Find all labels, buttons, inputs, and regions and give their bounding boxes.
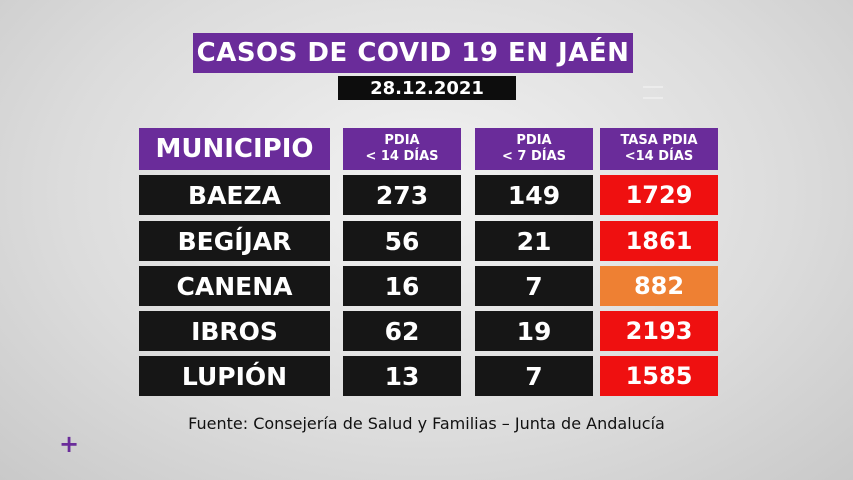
table-row-municipio: IBROS	[139, 311, 330, 351]
header-tasa-line1: TASA PDIA	[620, 133, 698, 148]
page-title: CASOS DE COVID 19 EN JAÉN	[193, 33, 633, 73]
header-pdia-7: PDIA < 7 DÍAS	[475, 128, 593, 170]
table-row-tasa: 1729	[600, 175, 718, 215]
header-pdia-14: PDIA < 14 DÍAS	[343, 128, 461, 170]
edge-mark	[643, 86, 663, 88]
table-row-pdia-14: 13	[343, 356, 461, 396]
table-row-tasa: 1861	[600, 221, 718, 261]
table-row-municipio: BEGÍJAR	[139, 221, 330, 261]
plus-icon: +	[59, 430, 80, 458]
header-tasa: TASA PDIA <14 DÍAS	[600, 128, 718, 170]
table-row-pdia-7: 7	[475, 266, 593, 306]
table-row-municipio: BAEZA	[139, 175, 330, 215]
table-row-pdia-14: 16	[343, 266, 461, 306]
header-pdia-14-line2: < 14 DÍAS	[365, 149, 439, 164]
header-pdia-7-line2: < 7 DÍAS	[501, 149, 567, 164]
table-row-pdia-7: 19	[475, 311, 593, 351]
source-caption: Fuente: Consejería de Salud y Familias –…	[188, 414, 665, 433]
table-row-municipio: LUPIÓN	[139, 356, 330, 396]
table-row-tasa: 882	[600, 266, 718, 306]
date-badge: 28.12.2021	[338, 76, 516, 100]
edge-mark	[643, 97, 663, 99]
header-pdia-14-line1: PDIA	[384, 133, 420, 148]
header-municipio: MUNICIPIO	[139, 128, 330, 170]
table-row-municipio: CANENA	[139, 266, 330, 306]
table-row-pdia-7: 7	[475, 356, 593, 396]
table-row-pdia-14: 62	[343, 311, 461, 351]
table-row-tasa: 1585	[600, 356, 718, 396]
table-row-pdia-14: 56	[343, 221, 461, 261]
table-row-pdia-7: 149	[475, 175, 593, 215]
table-row-tasa: 2193	[600, 311, 718, 351]
header-tasa-line2: <14 DÍAS	[624, 149, 694, 164]
table-row-pdia-7: 21	[475, 221, 593, 261]
table-row-pdia-14: 273	[343, 175, 461, 215]
header-pdia-7-line1: PDIA	[516, 133, 552, 148]
